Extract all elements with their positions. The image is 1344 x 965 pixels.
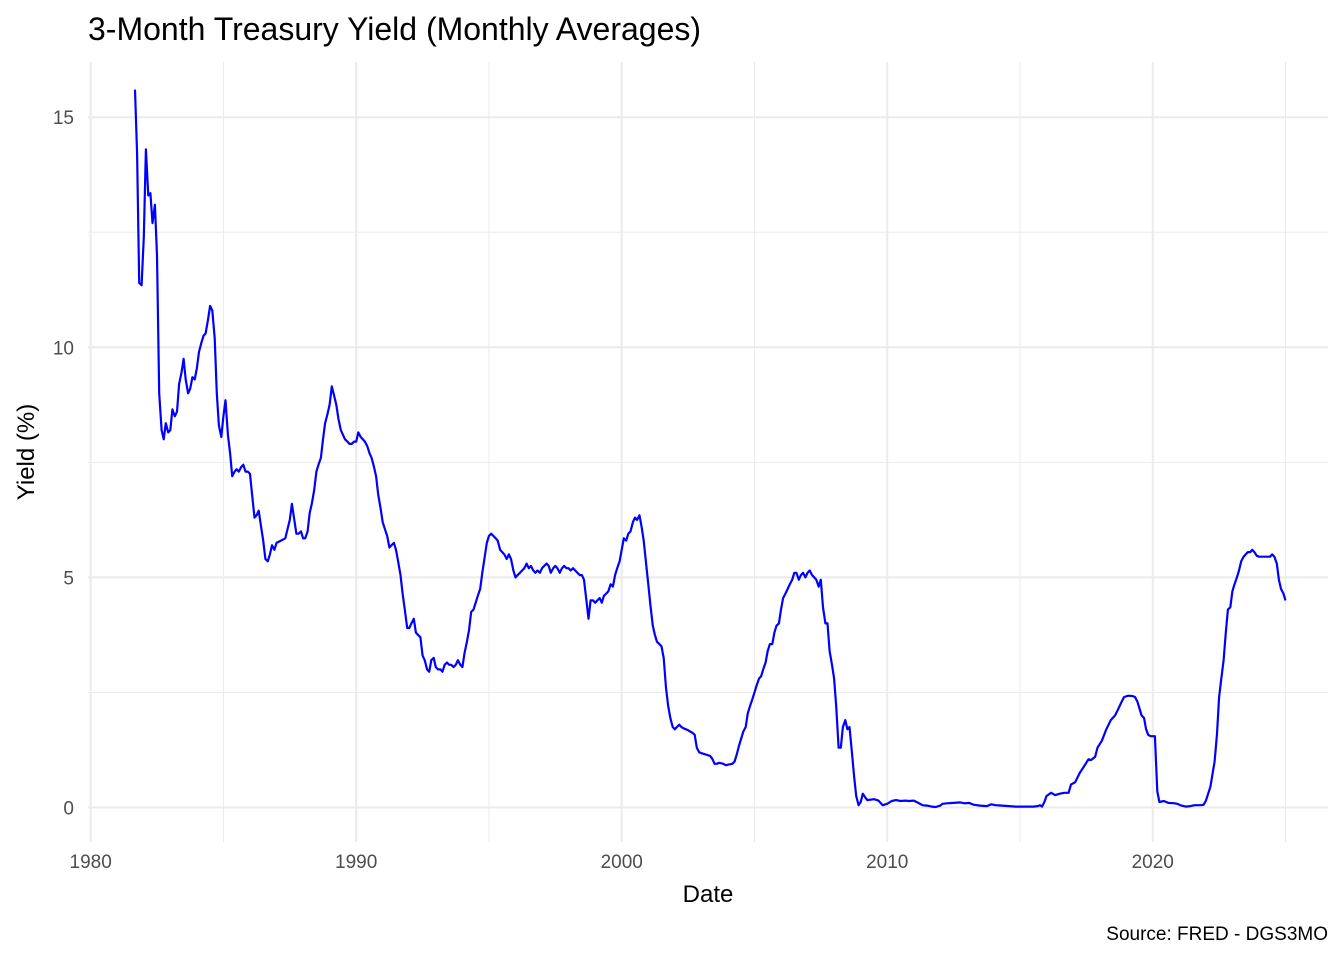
chart-title: 3-Month Treasury Yield (Monthly Averages… <box>88 11 701 47</box>
x-tick-label: 1990 <box>335 852 377 873</box>
y-tick-label: 15 <box>53 108 74 129</box>
x-tick-label: 1980 <box>70 852 112 873</box>
y-axis-title: Yield (%) <box>13 404 40 500</box>
x-tick-label: 2020 <box>1132 852 1174 873</box>
y-tick-label: 0 <box>63 798 74 819</box>
x-tick-label: 2000 <box>601 852 643 873</box>
minor-gridlines <box>88 62 1328 842</box>
yield-series-line <box>133 89 1287 809</box>
x-axis-title: Date <box>683 881 734 908</box>
y-axis-ticks: 0 5 10 15 <box>53 108 74 819</box>
x-axis-ticks: 1980 1990 2000 2010 2020 <box>70 852 1174 873</box>
x-tick-label: 2010 <box>866 852 908 873</box>
series-layer <box>133 89 1287 809</box>
y-tick-label: 5 <box>63 568 74 589</box>
source-caption: Source: FRED - DGS3MO <box>1106 924 1328 945</box>
y-tick-label: 10 <box>53 338 74 359</box>
major-gridlines <box>88 62 1328 842</box>
